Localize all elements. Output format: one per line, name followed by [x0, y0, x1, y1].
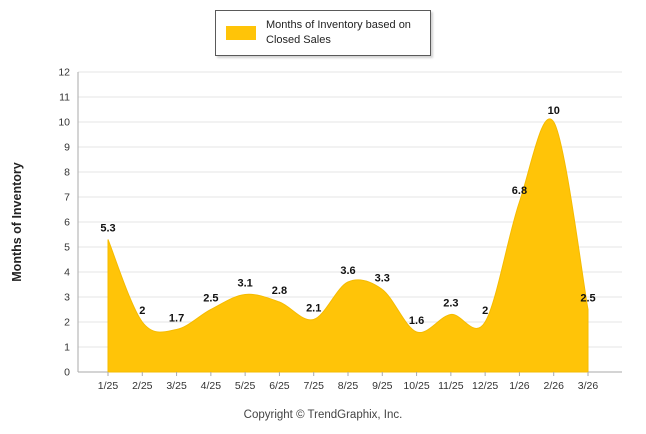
- data-label: 3.3: [375, 273, 390, 285]
- data-label: 6.8: [512, 185, 527, 197]
- data-label: 2.8: [272, 285, 287, 297]
- y-tick-label: 6: [64, 217, 70, 229]
- x-tick-label: 1/25: [98, 380, 119, 392]
- y-tick-label: 9: [64, 142, 70, 154]
- x-tick-label: 5/25: [235, 380, 256, 392]
- legend: Months of Inventory based on Closed Sale…: [215, 10, 431, 56]
- x-tick-label: 11/25: [438, 380, 464, 392]
- data-label: 2.1: [306, 303, 321, 315]
- copyright-text: Copyright © TrendGraphix, Inc.: [243, 409, 403, 421]
- data-label: 2: [482, 305, 488, 317]
- data-label: 2: [139, 305, 145, 317]
- x-tick-label: 8/25: [338, 380, 359, 392]
- x-tick-label: 7/25: [303, 380, 324, 392]
- y-tick-label: 5: [64, 242, 70, 254]
- y-tick-label: 11: [59, 92, 70, 104]
- y-tick-label: 8: [64, 167, 70, 179]
- x-tick-label: 6/25: [269, 380, 290, 392]
- x-tick-label: 3/26: [578, 380, 599, 392]
- y-tick-label: 0: [64, 367, 70, 379]
- y-tick-label: 7: [64, 192, 70, 204]
- x-tick-label: 3/25: [166, 380, 187, 392]
- area-series: [107, 118, 589, 373]
- y-tick-label: 10: [58, 117, 70, 129]
- y-tick-label: 4: [64, 267, 70, 279]
- x-tick-label: 1/26: [509, 380, 530, 392]
- data-label: 5.3: [100, 223, 115, 235]
- x-tick-label: 2/26: [543, 380, 564, 392]
- data-label: 1.7: [169, 313, 184, 325]
- legend-swatch-icon: [226, 25, 256, 40]
- x-tick-label: 2/25: [132, 380, 153, 392]
- data-label: 2.3: [443, 298, 458, 310]
- legend-label: Months of Inventory based on Closed Sale…: [266, 19, 411, 46]
- data-label: 10: [548, 105, 560, 117]
- data-label: 3.6: [340, 265, 355, 277]
- x-tick-label: 4/25: [201, 380, 222, 392]
- y-tick-label: 1: [64, 342, 70, 354]
- x-tick-label: 9/25: [372, 380, 393, 392]
- y-tick-label: 12: [58, 67, 70, 79]
- x-tick-label: 10/25: [403, 380, 429, 392]
- data-label: 2.5: [203, 293, 218, 305]
- y-tick-label: 3: [64, 292, 70, 304]
- data-label: 2.5: [580, 293, 595, 305]
- y-tick-label: 2: [64, 317, 70, 329]
- data-label: 3.1: [237, 278, 252, 290]
- data-label: 1.6: [409, 315, 424, 327]
- x-tick-label: 12/25: [472, 380, 498, 392]
